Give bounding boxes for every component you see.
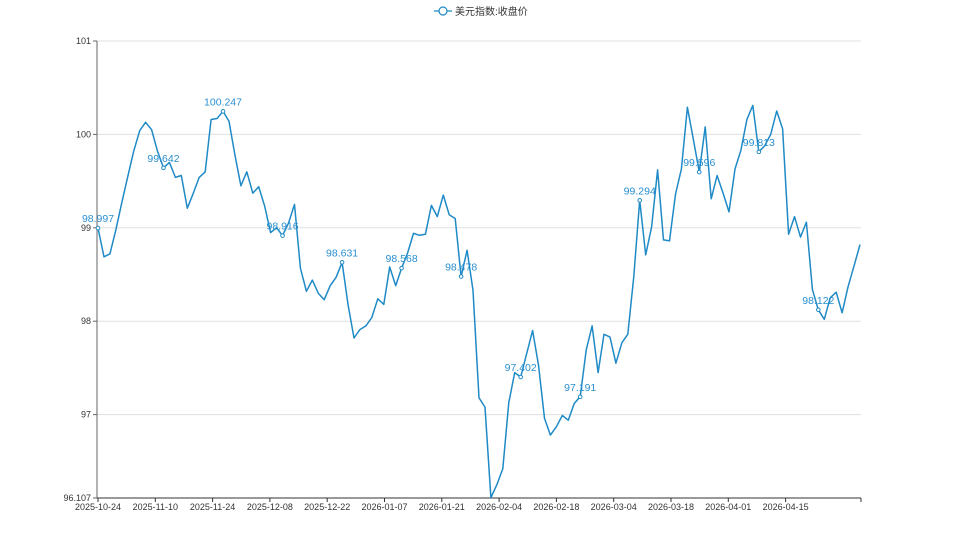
data-labels: 98.997 99.642 100.247 98.916 98.631 98.568 98.…	[82, 96, 835, 400]
data-label: 99.813	[743, 137, 775, 149]
legend-circle-icon	[438, 6, 448, 16]
data-label: 99.294	[624, 185, 656, 197]
data-label: 98.568	[386, 253, 418, 265]
data-point-marker	[577, 394, 583, 400]
data-point-marker	[637, 198, 643, 203]
axes: 96.107 97 98 99 101 100 2025-10-24 2025-11-10 20…	[63, 36, 862, 512]
y-tick-label: 100	[76, 129, 91, 139]
x-tick-label: 2026-03-04	[591, 502, 637, 512]
data-label: 97.191	[564, 382, 596, 394]
data-label: 98.122	[802, 295, 834, 307]
data-label: 99.596	[683, 157, 715, 169]
data-point-marker	[518, 374, 523, 380]
data-label: 99.642	[147, 153, 179, 165]
data-point-marker	[161, 165, 166, 171]
x-tick-label: 2026-04-01	[705, 502, 751, 512]
y-tick-label: 101	[76, 36, 91, 46]
x-tick-label: 2026-03-18	[648, 502, 694, 512]
data-point-marker	[696, 169, 702, 175]
data-point-marker	[220, 109, 226, 114]
data-point-marker	[339, 259, 345, 265]
data-point-marker	[95, 225, 101, 231]
y-tick-label: 97	[81, 410, 91, 420]
data-label: 98.478	[445, 262, 477, 274]
y-tick-label: 96.107	[63, 493, 91, 503]
data-label: 98.631	[326, 247, 358, 259]
data-point-marker	[280, 233, 285, 238]
legend[interactable]: 美元指数:收盘价	[434, 5, 528, 18]
x-tick-label: 2025-11-10	[133, 502, 178, 512]
data-label: 98.997	[82, 213, 114, 225]
data-point-marker	[458, 274, 464, 279]
x-tick-label: 2025-10-24	[75, 502, 121, 512]
series-line	[97, 104, 861, 499]
x-tick-label: 2025-12-08	[247, 502, 293, 512]
data-point-marker	[399, 265, 404, 271]
x-tick-label: 2025-12-22	[304, 502, 350, 512]
x-tick-label: 2026-02-18	[533, 502, 579, 512]
series-group	[97, 104, 861, 499]
data-label: 100.247	[204, 96, 242, 108]
x-tick-label: 2026-01-21	[419, 502, 465, 512]
data-point-marker	[816, 307, 821, 313]
data-label: 98.916	[266, 221, 298, 233]
legend-label: 美元指数:收盘价	[455, 5, 528, 18]
data-label: 97.402	[505, 362, 537, 374]
x-tick-label: 2025-11-24	[190, 502, 235, 512]
data-point-marker	[756, 149, 762, 155]
x-tick-label: 2026-04-15	[763, 502, 809, 512]
y-tick-label: 99	[81, 223, 91, 233]
grid-lines	[97, 40, 861, 416]
x-tick-label: 2026-01-07	[361, 502, 407, 512]
y-tick-label: 98	[81, 316, 91, 326]
x-tick-label: 2026-02-04	[476, 502, 522, 512]
